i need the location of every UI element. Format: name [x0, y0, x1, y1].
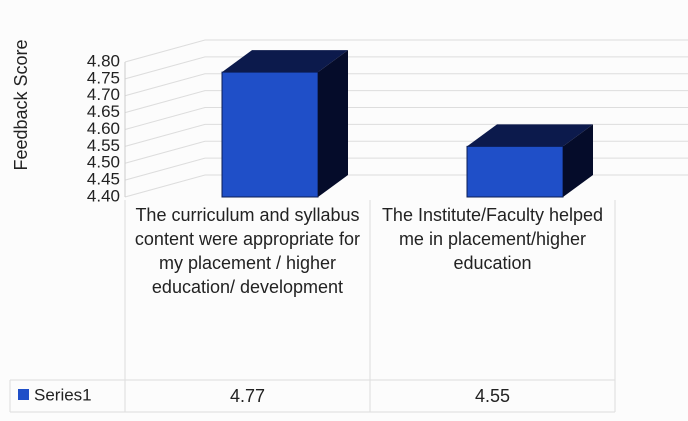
x-tick-label: The Institute/Faculty helped me in place… [381, 205, 604, 273]
y-tick-label: 4.40 [87, 186, 120, 205]
bar-top [222, 50, 348, 73]
grid-line [124, 174, 688, 198]
grid-line [124, 123, 688, 147]
data-table-value: 4.55 [475, 386, 510, 406]
y-tick-label: 4.45 [87, 170, 120, 189]
grid-line [124, 73, 688, 97]
bar-top [467, 124, 593, 147]
grid-line [124, 157, 688, 181]
bar [221, 71, 319, 198]
grid-line [124, 107, 688, 130]
grid-line [124, 140, 688, 164]
grid-line [124, 56, 688, 80]
y-axis-label: Feedback Score [11, 39, 31, 170]
legend-label: Series1 [34, 385, 92, 404]
y-tick-label: 4.50 [87, 153, 120, 172]
y-tick-label: 4.80 [87, 51, 120, 70]
y-tick-label: 4.55 [87, 136, 120, 155]
y-tick-label: 4.70 [87, 85, 120, 104]
y-tick-label: 4.65 [87, 102, 120, 121]
grid-line [124, 90, 688, 114]
legend-key [18, 389, 29, 400]
y-tick-label: 4.75 [87, 68, 120, 87]
y-tick-label: 4.60 [87, 119, 120, 138]
bar-side [318, 50, 348, 197]
bar-side [563, 124, 593, 197]
grid-line [124, 39, 688, 63]
bar [466, 145, 564, 198]
data-table-value: 4.77 [230, 386, 265, 406]
x-tick-label: The curriculum and syllabus content were… [134, 205, 361, 297]
